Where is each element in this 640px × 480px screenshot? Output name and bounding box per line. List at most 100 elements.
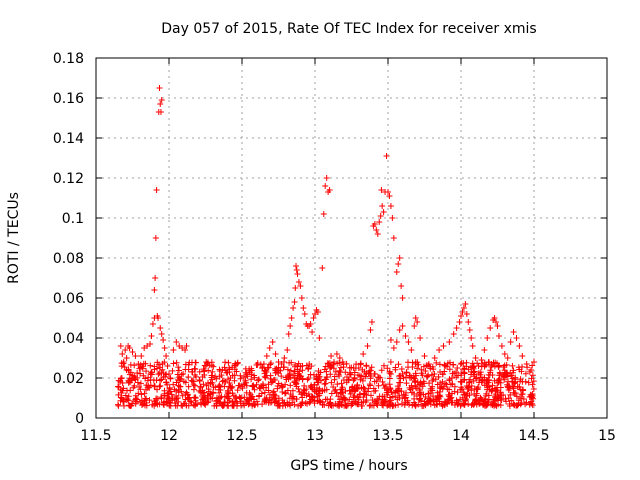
data-point (287, 391, 294, 398)
data-point (431, 355, 438, 361)
data-point (205, 386, 212, 393)
data-point (164, 381, 171, 388)
data-point (233, 398, 240, 405)
data-point (213, 375, 220, 382)
data-point (331, 373, 338, 380)
data-point (260, 361, 267, 367)
data-point (457, 378, 464, 385)
data-point (520, 396, 527, 403)
data-point (529, 362, 536, 369)
data-point (316, 387, 323, 394)
data-point (147, 362, 154, 369)
data-point (267, 361, 274, 368)
data-point (186, 394, 193, 401)
data-point (180, 370, 187, 377)
data-point (299, 394, 306, 401)
data-point (148, 369, 155, 376)
data-point (315, 379, 322, 386)
data-point (292, 285, 299, 291)
data-point (360, 351, 367, 357)
data-point (297, 283, 304, 289)
data-point (339, 396, 346, 403)
data-point (461, 377, 468, 384)
data-point (477, 369, 484, 376)
data-point (418, 370, 425, 377)
data-point (465, 319, 472, 325)
data-point (335, 393, 342, 400)
data-point (525, 379, 532, 386)
data-point (484, 335, 491, 341)
data-point (125, 367, 132, 374)
data-point (342, 388, 349, 395)
data-point (243, 371, 250, 378)
data-point (327, 371, 334, 378)
data-point (155, 315, 162, 321)
data-point (469, 343, 476, 349)
data-point (258, 390, 265, 397)
data-point (227, 383, 234, 390)
data-point (451, 401, 458, 408)
data-point (117, 343, 124, 349)
data-point (173, 379, 180, 386)
data-point (293, 395, 300, 402)
data-point (411, 377, 418, 384)
data-point (465, 385, 472, 392)
data-point (224, 399, 231, 406)
y-tick-label: 0.14 (53, 131, 84, 147)
data-point (376, 374, 383, 381)
data-point (151, 287, 158, 293)
data-point (519, 353, 526, 359)
data-point (522, 370, 529, 377)
data-point (275, 380, 282, 387)
data-point (322, 183, 329, 189)
data-point (395, 361, 402, 368)
data-point (321, 381, 328, 388)
data-point (516, 343, 523, 349)
data-point (359, 377, 366, 384)
data-point (163, 379, 170, 386)
data-point (119, 380, 126, 387)
data-point (176, 377, 183, 384)
data-point (483, 402, 490, 409)
data-point (515, 397, 522, 404)
data-point (158, 97, 165, 103)
data-point (386, 370, 393, 377)
data-point (488, 361, 495, 368)
data-point (155, 371, 162, 378)
data-point (182, 366, 189, 373)
data-point (185, 361, 192, 368)
data-point (285, 331, 292, 337)
data-point (354, 381, 361, 388)
data-point (444, 397, 451, 404)
data-point (173, 339, 180, 345)
axis-ticks (95, 57, 608, 419)
data-point (293, 267, 300, 273)
data-point (460, 305, 467, 311)
data-point (479, 360, 486, 367)
data-point (454, 389, 461, 396)
data-point (358, 384, 365, 391)
data-point (395, 261, 402, 267)
data-point (323, 386, 330, 393)
y-tick-label: 0.16 (53, 91, 84, 107)
data-point (266, 345, 273, 351)
data-point (209, 389, 216, 396)
data-point (399, 371, 406, 378)
data-point (157, 364, 164, 371)
data-point (448, 399, 455, 406)
data-point (478, 357, 485, 363)
data-point (437, 380, 444, 387)
data-point (120, 359, 127, 365)
y-tick-labels: 0 0.02 0.04 0.06 0.08 0.1 0.12 0.14 0.16 0.18 (53, 51, 84, 427)
y-tick-label: 0.1 (62, 211, 84, 227)
data-point (399, 395, 406, 402)
data-point (137, 370, 144, 377)
data-point (373, 227, 380, 233)
data-point (343, 379, 350, 386)
data-point (152, 275, 159, 281)
data-point (446, 359, 453, 366)
data-point (531, 359, 537, 365)
data-point (169, 367, 176, 374)
data-point (409, 359, 416, 366)
data-point (528, 400, 535, 407)
